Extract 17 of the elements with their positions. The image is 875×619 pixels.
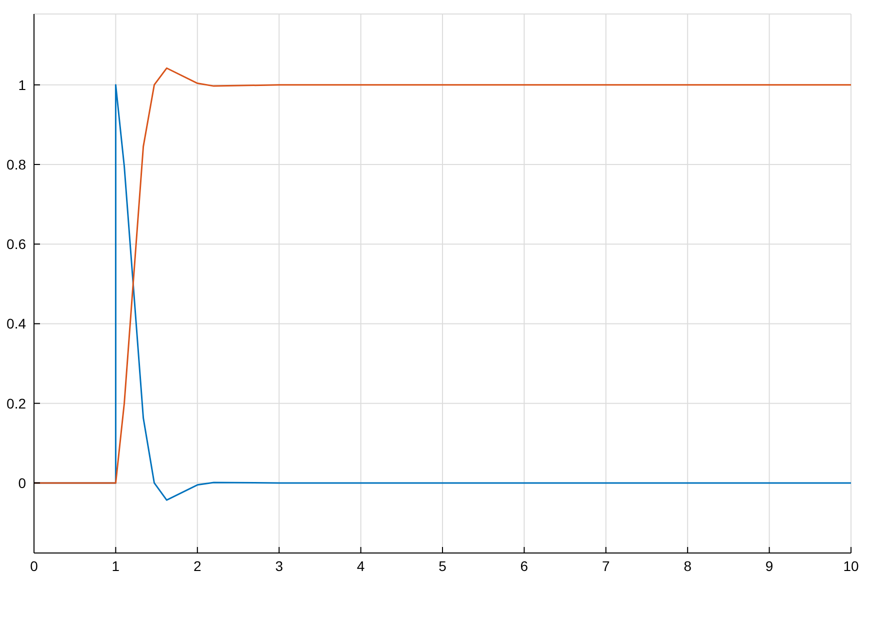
x-tick-label: 10 — [843, 558, 859, 574]
y-tick-label: 0 — [18, 474, 26, 491]
y-tick-label: 0.4 — [6, 316, 26, 332]
x-tick-label: 7 — [602, 558, 610, 574]
x-tick-label: 9 — [765, 558, 774, 574]
y-tick-label: 0.6 — [6, 236, 26, 252]
x-tick-label: 1 — [112, 558, 120, 574]
x-tick-label: 2 — [194, 558, 202, 574]
x-tick-label: 0 — [30, 558, 38, 574]
y-tick-label: 1 — [18, 76, 26, 93]
y-tick-label: 0.8 — [6, 156, 26, 172]
x-tick-label: 8 — [684, 558, 692, 574]
x-tick-label: 6 — [520, 558, 528, 574]
y-tick-label: 0.2 — [6, 395, 26, 412]
x-tick-label: 4 — [356, 558, 365, 574]
x-tick-label: 3 — [275, 558, 284, 574]
x-tick-label: 5 — [438, 558, 447, 574]
